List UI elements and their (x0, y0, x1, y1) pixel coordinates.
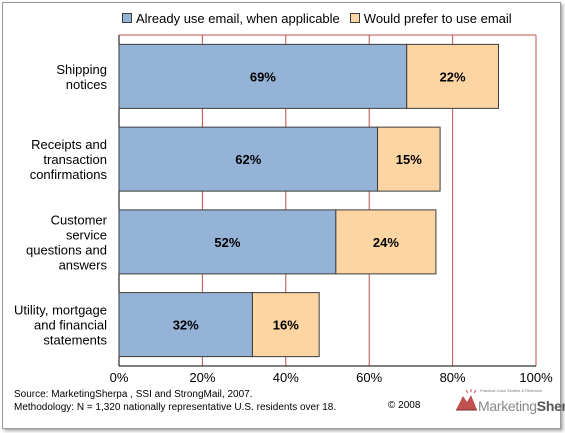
data-label: 52% (214, 235, 240, 250)
x-tick-label: 60% (356, 370, 382, 385)
x-tick-label: 40% (273, 370, 299, 385)
bar-segment (118, 43, 408, 109)
x-tick-label: 100% (519, 370, 553, 385)
bar-segment (118, 209, 337, 275)
category-label-line: transaction (43, 152, 107, 167)
copyright-text: © 2008 (388, 400, 421, 411)
data-label: 15% (396, 152, 422, 167)
category-label-line: confirmations (30, 167, 108, 182)
logo-name-part-a: Marketing (478, 398, 537, 414)
category-label-line: statements (43, 333, 107, 348)
category-label-line: Utility, mortgage (14, 303, 107, 318)
logo-wordmark: MarketingSherpa (478, 398, 565, 414)
data-label: 69% (250, 69, 276, 84)
methodology-note: Methodology: N = 1,320 nationally repres… (14, 402, 337, 413)
category-label: Receipts and transaction confirmations (30, 137, 108, 182)
legend-label-series-a: Already use email, when applicable (136, 10, 340, 26)
logo-tagline: Practical Case Studies & Research (480, 388, 543, 393)
legend-swatch-series-a (122, 13, 132, 23)
legend-item-series-b: Would prefer to use email (349, 10, 512, 26)
bar-segment (251, 292, 320, 358)
category-label: Shipping notices (56, 62, 107, 92)
category-label-line: Receipts and (31, 137, 107, 152)
data-label: 22% (440, 69, 466, 84)
legend-label-series-b: Would prefer to use email (363, 10, 512, 26)
category-label: Customer service questions and answers (26, 212, 108, 272)
x-tick-label: 0% (110, 370, 129, 385)
category-label-line: notices (66, 77, 108, 92)
bar-segment (118, 126, 379, 192)
data-label: 16% (273, 318, 299, 333)
x-tick-label: 20% (189, 370, 215, 385)
data-label: 32% (173, 318, 199, 333)
category-label-line: answers (59, 257, 108, 272)
source-note: Source: MarketingSherpa , SSI and Strong… (14, 389, 253, 400)
category-label-line: Customer (51, 212, 108, 227)
legend-item-series-a: Already use email, when applicable (122, 11, 340, 26)
mountain-icon (456, 389, 477, 411)
legend-swatch-series-b (349, 13, 360, 23)
bar-segment (118, 292, 253, 358)
category-label-line: questions and (26, 242, 107, 257)
bar-segment (335, 209, 437, 275)
bar-segment (377, 126, 441, 192)
x-tick-label: 80% (440, 370, 466, 385)
category-label: Utility, mortgage and financial statements (14, 303, 107, 348)
data-label: 24% (373, 235, 399, 250)
bar-segment (406, 43, 499, 109)
data-label: 62% (235, 152, 261, 167)
logo-name-part-b: Sherpa (536, 398, 565, 414)
category-label-line: and financial (34, 318, 107, 333)
category-label-line: service (66, 227, 107, 242)
category-label-line: Shipping (56, 62, 107, 77)
chart-legend: Already use email, when applicable Would… (122, 8, 522, 28)
marketingsherpa-logo: Practical Case Studies & Research Market… (454, 386, 565, 418)
